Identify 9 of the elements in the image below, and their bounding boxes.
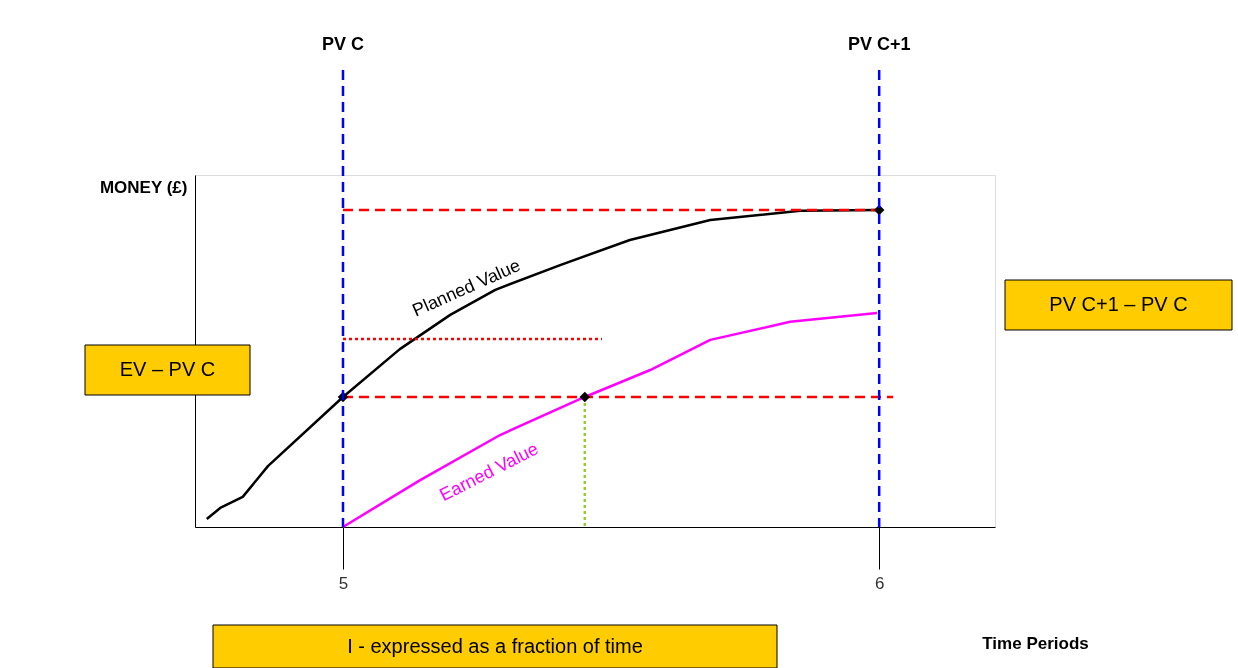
text: I - expressed as a fraction of time (347, 634, 643, 657)
ref-line-label: PV C (321, 34, 364, 54)
text: PV C+1 – PV C (1049, 293, 1188, 315)
annotation: EV – PV C (119, 358, 216, 380)
x-tick-label: 6 (874, 573, 885, 593)
ref-line-label: PV C+1 (847, 34, 911, 54)
x-tick-label: 5 (338, 573, 349, 593)
y-axis-title: MONEY (£) (99, 177, 188, 197)
x-axis-title: Time Periods (982, 633, 1089, 653)
